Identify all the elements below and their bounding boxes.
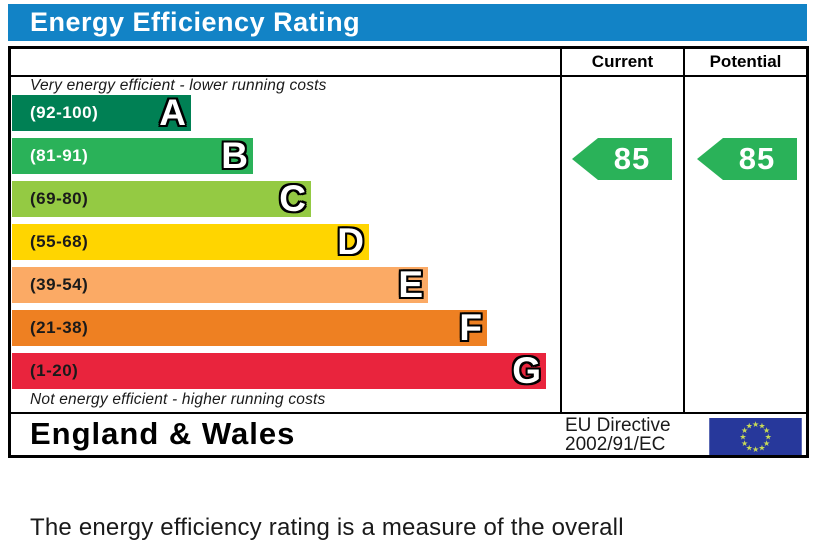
svg-text:★: ★ — [763, 426, 770, 435]
band-range-label: (81-91) — [30, 146, 89, 165]
band-letter: B — [221, 135, 248, 176]
eu-flag-icon: ★ ★★★★★★★★★★★ — [709, 418, 802, 455]
eu-directive-line1: EU Directive — [565, 415, 671, 436]
svg-text:★: ★ — [746, 443, 753, 452]
column-header-potential: Potential — [709, 52, 782, 71]
footer-row: England & Wales EU Directive 2002/91/EC … — [11, 412, 806, 455]
description-line: The energy efficiency rating is a measur… — [30, 514, 624, 541]
band-range-label: (39-54) — [30, 275, 89, 294]
svg-text:★: ★ — [739, 432, 746, 441]
svg-text:★: ★ — [752, 420, 759, 429]
header-divider — [11, 75, 806, 77]
band-letter: D — [337, 221, 364, 262]
band-d: (55-68) D — [12, 221, 369, 262]
band-e: (39-54) E — [12, 264, 428, 305]
eu-directive-line2: 2002/91/EC — [565, 434, 666, 455]
potential-rating-arrow: 85 — [697, 138, 797, 180]
current-rating-arrow: 85 — [572, 138, 672, 180]
svg-text:★: ★ — [763, 439, 770, 448]
column-header-current: Current — [591, 52, 654, 71]
rating-table: Current Potential Very energy efficient … — [8, 46, 809, 458]
svg-text:★: ★ — [758, 443, 765, 452]
region-label: England & Wales — [30, 416, 296, 451]
band-range-label: (69-80) — [30, 189, 89, 208]
column-divider-2 — [683, 49, 685, 412]
band-range-label: (21-38) — [30, 318, 89, 337]
band-b: (81-91) B — [12, 135, 253, 176]
band-c: (69-80) C — [12, 178, 311, 219]
page-title: Energy Efficiency Rating — [30, 7, 361, 37]
eu-directive-label: EU Directive 2002/91/EC — [565, 416, 671, 454]
top-note: Very energy efficient - lower running co… — [30, 77, 327, 94]
svg-text:★: ★ — [765, 432, 772, 441]
band-f: (21-38) F — [12, 307, 487, 348]
svg-text:★: ★ — [752, 445, 759, 454]
band-letter: E — [398, 264, 423, 305]
band-letter: F — [459, 307, 482, 348]
potential-rating-value: 85 — [738, 141, 776, 176]
bottom-note: Not energy efficient - higher running co… — [30, 391, 326, 408]
band-letter: A — [159, 92, 186, 133]
band-letter: C — [279, 178, 306, 219]
svg-text:★: ★ — [746, 421, 753, 430]
band-g: (1-20) G — [12, 350, 546, 391]
description-text: The energy efficiency rating is a measur… — [30, 463, 677, 547]
svg-text:★: ★ — [758, 421, 765, 430]
current-rating-value: 85 — [613, 141, 651, 176]
band-range-label: (55-68) — [30, 232, 89, 251]
column-divider-1 — [560, 49, 562, 412]
band-a: (92-100) A — [12, 92, 191, 133]
title-bar: Energy Efficiency Rating — [8, 4, 807, 41]
band-letter: G — [512, 350, 541, 391]
band-range-label: (1-20) — [30, 361, 79, 380]
svg-text:★: ★ — [741, 426, 748, 435]
svg-text:★: ★ — [741, 439, 748, 448]
band-range-label: (92-100) — [30, 103, 99, 122]
